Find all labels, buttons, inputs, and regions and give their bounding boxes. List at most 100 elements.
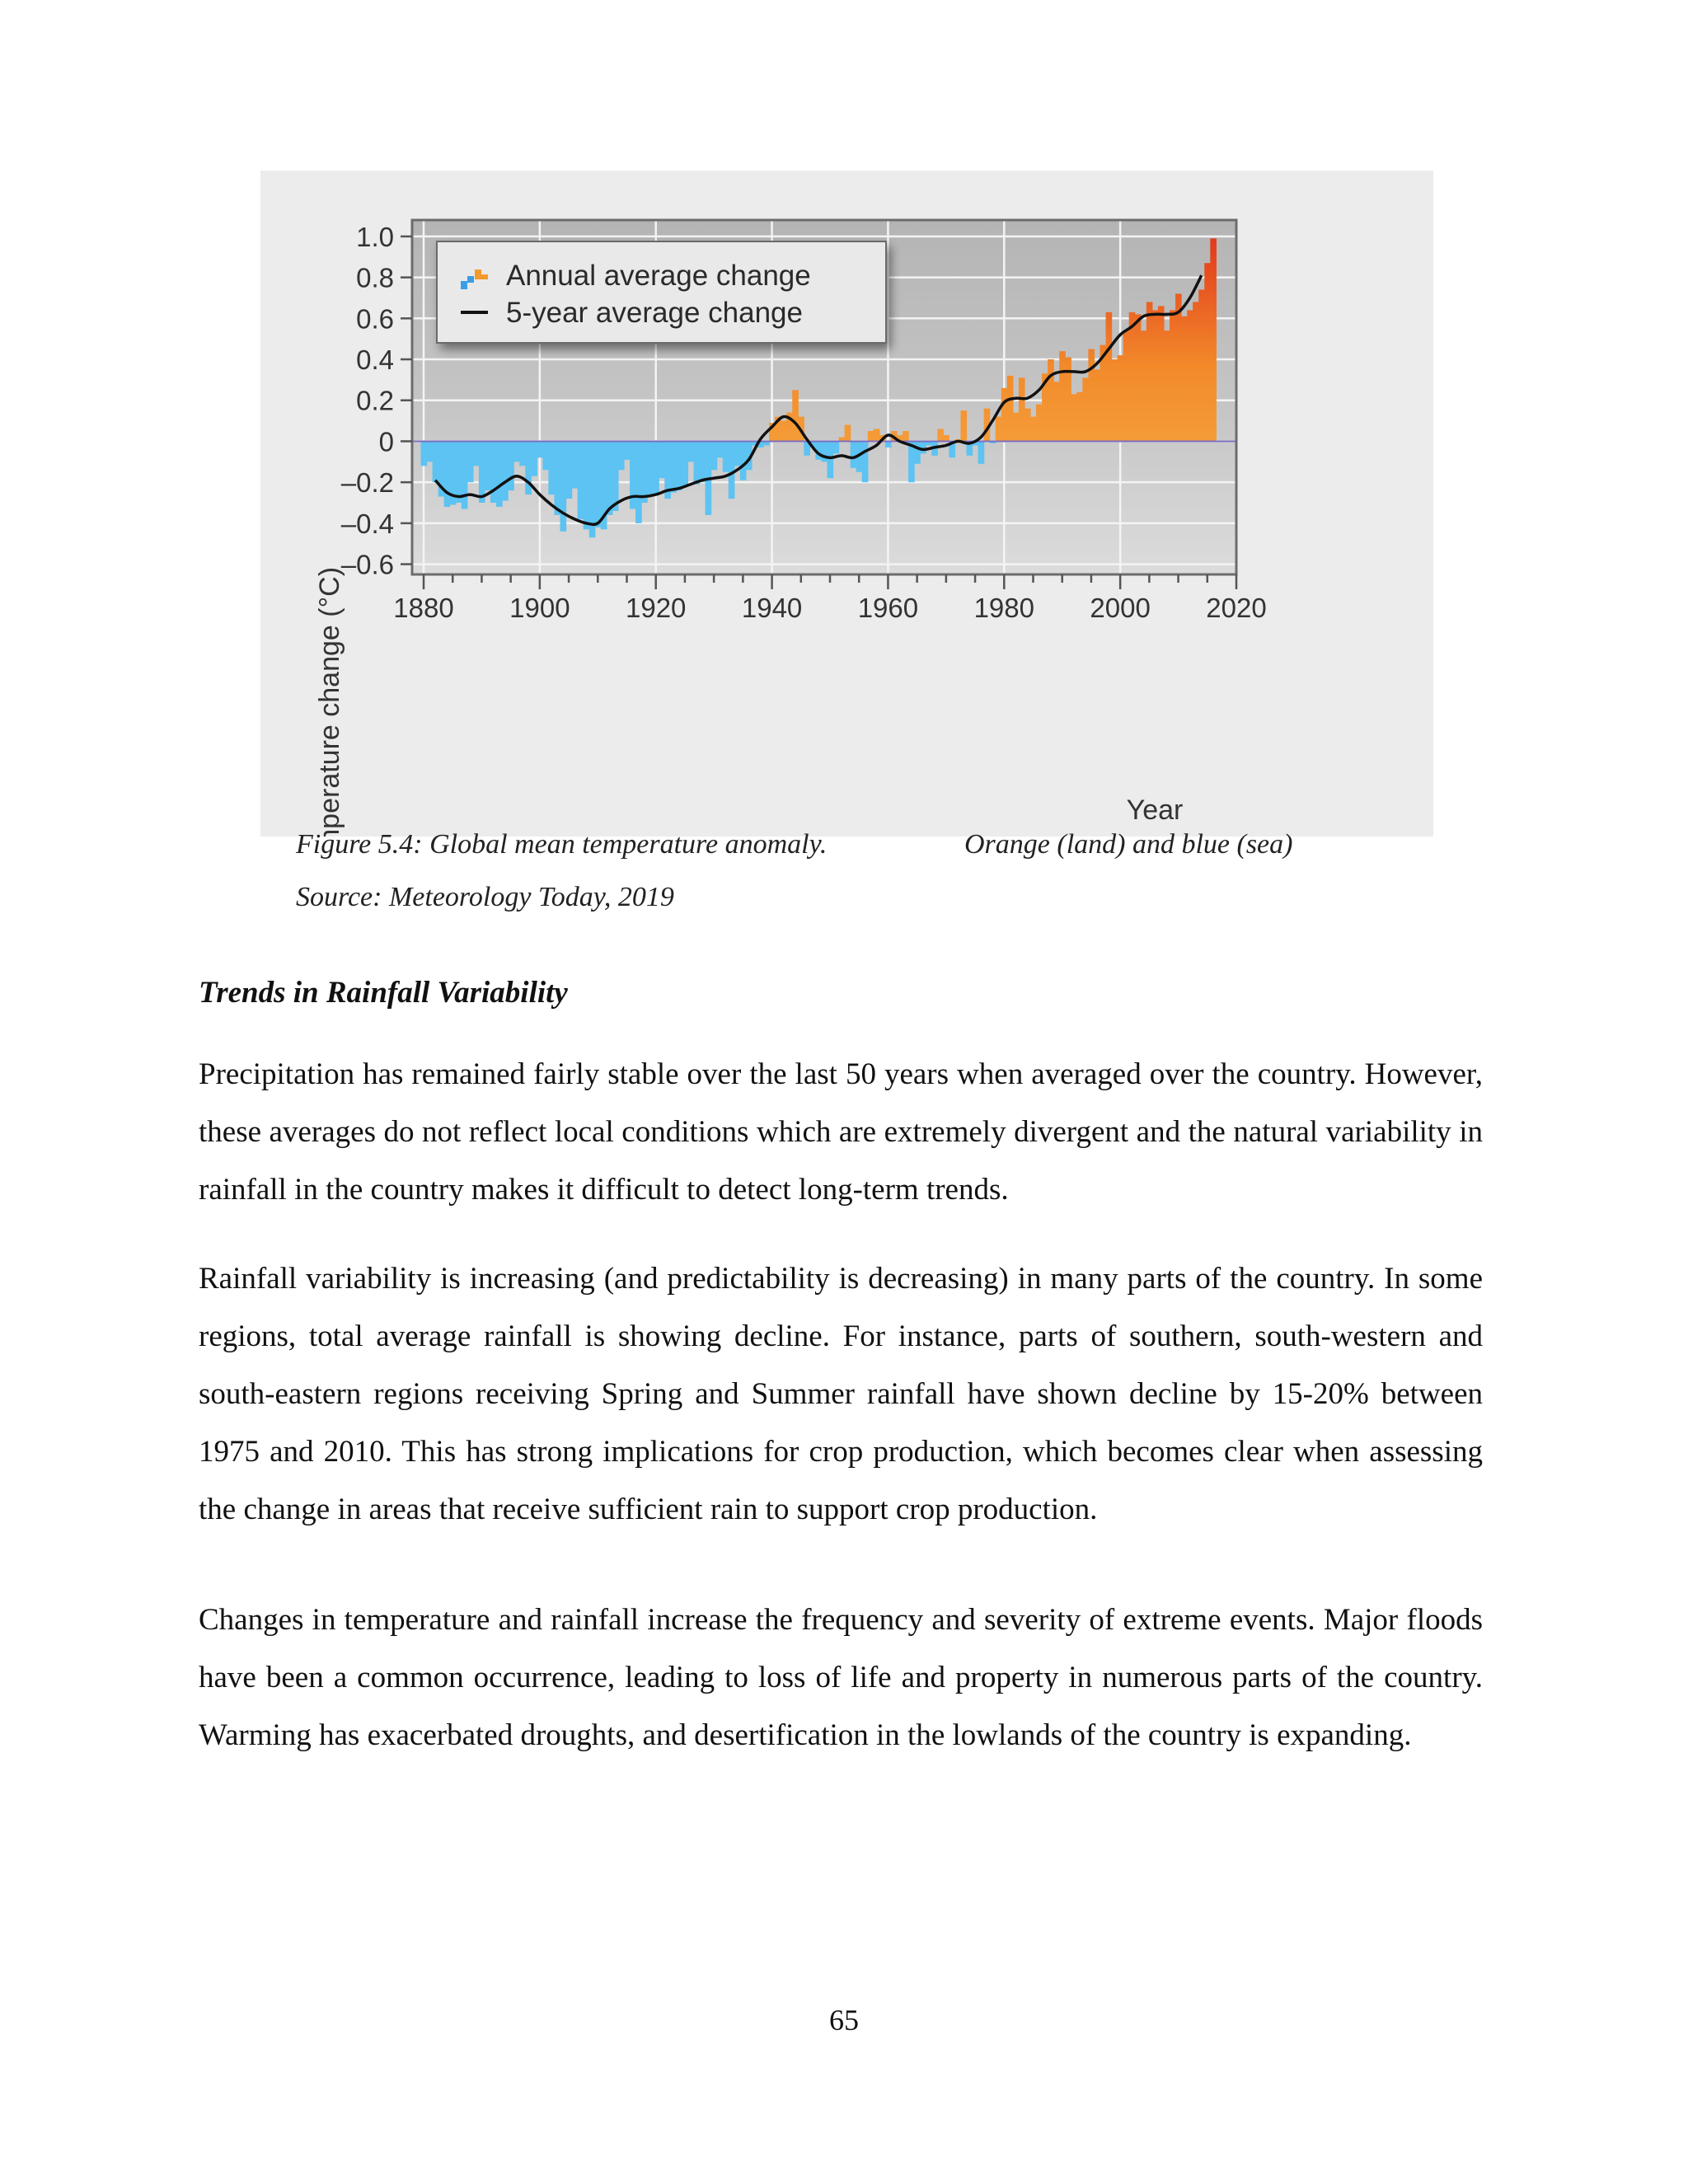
- annual-bar-1982: [1012, 412, 1020, 442]
- x-tick-label: 1900: [509, 593, 570, 623]
- paragraph-extreme-events: Changes in temperature and rainfall incr…: [199, 1603, 1483, 1752]
- y-tick-label: 0: [379, 426, 394, 457]
- x-tick-label: 1980: [974, 593, 1034, 623]
- y-tick-label: 0.8: [356, 263, 394, 293]
- annual-bar-2012: [1187, 310, 1193, 442]
- annual-bar-1898: [525, 441, 532, 495]
- annual-bar-1967: [926, 441, 932, 446]
- annual-bar-1897: [519, 441, 526, 466]
- y-tick-label: 0.2: [356, 386, 394, 416]
- annual-bar-2006: [1151, 310, 1159, 442]
- annual-bar-1928: [699, 441, 706, 483]
- annual-bar-1993: [1076, 391, 1083, 442]
- annual-bar-1954: [850, 441, 857, 468]
- plot-frame: [410, 218, 1238, 576]
- annual-bar-1939: [763, 441, 770, 446]
- annual-bar-1946: [804, 441, 810, 456]
- annual-bar-1904: [560, 441, 567, 532]
- annual-bar-2002: [1128, 312, 1136, 442]
- annual-bar-1949: [821, 441, 828, 462]
- annual-bar-2003: [1134, 314, 1142, 442]
- chart-canvas: 1.0 0.8 0.6 0.4 0.2 0 –0.2 –0.4 –0.6 1880 1900 1920…: [314, 218, 1267, 837]
- annual-bar-1917: [635, 441, 642, 523]
- annual-bar-1984: [1024, 408, 1031, 442]
- annual-bar-1923: [670, 441, 677, 493]
- annual-bar-1935: [739, 441, 747, 480]
- annual-bar-1921: [659, 441, 665, 479]
- annual-bar-1981: [1006, 375, 1014, 442]
- annual-bar-1884: [443, 441, 451, 507]
- annual-bar-2010: [1175, 293, 1182, 442]
- annual-bar-1955: [856, 441, 863, 472]
- annual-bar-1938: [757, 441, 764, 448]
- annual-bar-1950: [827, 441, 834, 479]
- annual-bar-1937: [751, 441, 758, 446]
- annual-bar-1924: [676, 441, 683, 491]
- annual-bar-1906: [571, 441, 579, 489]
- figure-source: Source: Meteorology Today, 2019: [296, 882, 674, 912]
- annual-bar-1909: [588, 441, 596, 538]
- five-year-average-line: [434, 274, 1203, 527]
- annual-bar-1885: [449, 441, 457, 505]
- x-tick-label: 2000: [1090, 593, 1150, 623]
- x-tick-label: 1960: [858, 593, 918, 623]
- annual-bar-1975: [972, 441, 979, 446]
- annual-bar-2014: [1198, 289, 1205, 442]
- annual-bar-1943: [786, 412, 793, 442]
- annual-bar-1919: [647, 441, 654, 495]
- annual-bar-1978: [989, 441, 996, 443]
- annual-bars: [420, 238, 1217, 538]
- annual-bar-1927: [693, 441, 701, 485]
- annual-bar-1994: [1082, 377, 1090, 442]
- annual-bar-1894: [502, 441, 509, 501]
- y-tick-label: –0.6: [341, 550, 394, 580]
- legend-label-annual: Annual average change: [506, 260, 811, 292]
- annual-bar-1986: [1036, 404, 1043, 442]
- annual-bar-1992: [1071, 394, 1077, 442]
- annual-bar-1999: [1111, 359, 1118, 442]
- annual-bar-1911: [600, 441, 607, 530]
- annual-bar-1973: [960, 410, 968, 442]
- annual-bar-1896: [513, 441, 520, 462]
- annual-bar-1951: [832, 441, 840, 454]
- annual-bar-1969: [937, 429, 944, 442]
- annual-bar-1908: [583, 441, 590, 530]
- annual-bar-1960: [884, 441, 892, 448]
- x-axis-label: Year: [1127, 794, 1184, 826]
- axes: 1.0 0.8 0.6 0.4 0.2 0 –0.2 –0.4 –0.6 1880 1900 1920…: [341, 222, 1267, 623]
- annual-bar-1977: [983, 408, 991, 442]
- y-tick-label: 1.0: [356, 222, 394, 252]
- annual-bar-1934: [734, 441, 741, 466]
- x-tick-label: 1940: [742, 593, 802, 623]
- annual-bar-2016: [1210, 238, 1217, 442]
- annual-bar-1932: [722, 441, 729, 472]
- annual-bar-1989: [1053, 382, 1060, 442]
- annual-bar-1947: [809, 441, 816, 448]
- annual-bar-1976: [978, 441, 985, 464]
- page-number: 65: [829, 2004, 859, 2036]
- figure-caption: Figure 5.4: Global mean temperature anom…: [296, 829, 828, 860]
- annual-bar-1974: [966, 441, 973, 456]
- annual-bar-1887: [461, 441, 468, 509]
- annual-bar-2000: [1117, 355, 1124, 442]
- annual-bar-1997: [1100, 344, 1107, 442]
- annual-bar-1985: [1029, 416, 1037, 442]
- annual-bar-1953: [844, 424, 851, 442]
- annual-bar-1891: [484, 441, 491, 491]
- annual-bar-1883: [438, 441, 445, 497]
- annual-bar-2011: [1181, 316, 1188, 442]
- annual-bar-2013: [1193, 302, 1199, 442]
- annual-bar-1933: [728, 441, 735, 499]
- annual-bar-1899: [531, 441, 537, 476]
- annual-bar-1886: [455, 441, 462, 504]
- annual-bar-1918: [641, 441, 648, 504]
- annual-bar-1900: [537, 441, 543, 458]
- paragraph-precipitation: Precipitation has remained fairly stable…: [199, 1057, 1483, 1207]
- annual-bar-1905: [565, 441, 573, 499]
- annual-bar-1948: [815, 441, 823, 460]
- annual-bar-1903: [554, 441, 561, 515]
- annual-bar-1970: [943, 434, 950, 442]
- annual-bar-1881: [426, 441, 434, 462]
- legend: Annual average change 5-year average cha…: [436, 241, 887, 344]
- annual-bar-1956: [861, 441, 869, 483]
